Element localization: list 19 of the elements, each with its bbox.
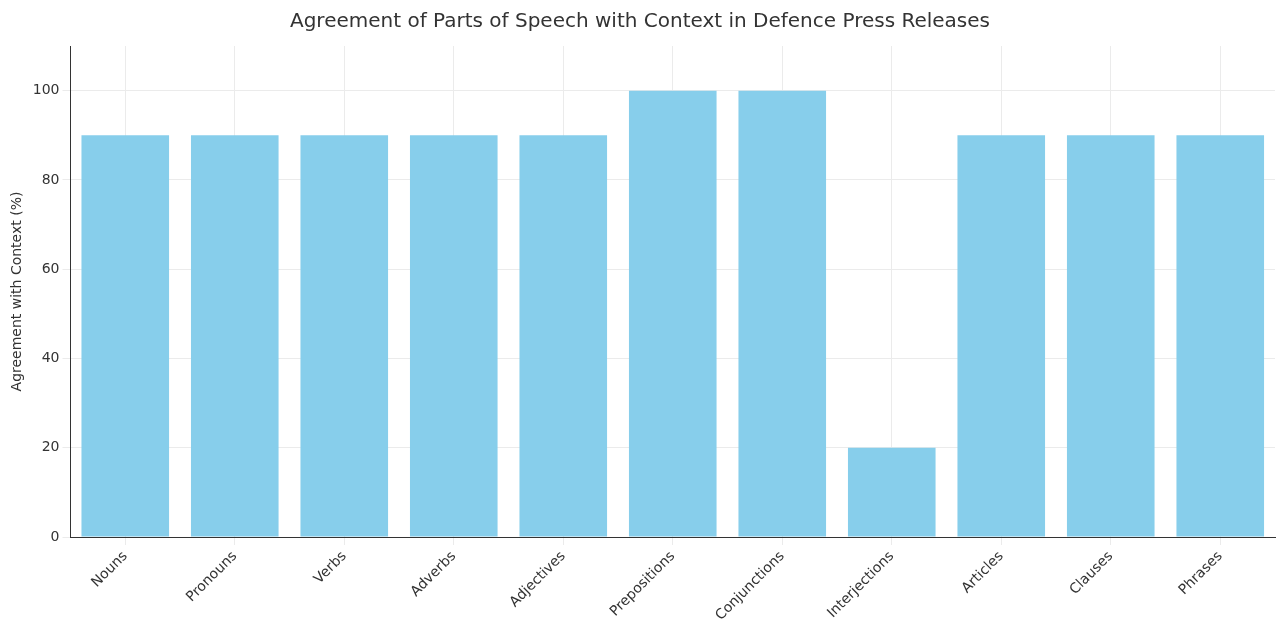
bar [1176, 135, 1265, 537]
bar [847, 447, 936, 537]
y-tick-label: 20 [41, 438, 60, 455]
y-axis-title: Agreement with Context (%) [8, 191, 25, 392]
bar [190, 135, 279, 537]
bar [81, 135, 170, 537]
bar [300, 135, 389, 537]
y-tick-label: 80 [41, 170, 60, 187]
chart-title: Agreement of Parts of Speech with Context in Defence Press Releases [289, 8, 991, 33]
y-tick-label: 60 [41, 259, 60, 276]
bar [409, 135, 498, 537]
bar [519, 135, 608, 537]
bar [738, 90, 827, 537]
y-tick-label: 40 [41, 349, 60, 366]
y-tick-label: 100 [32, 81, 60, 98]
bar [1066, 135, 1155, 537]
bar [957, 135, 1046, 537]
y-tick-label: 0 [50, 527, 60, 544]
bar [628, 90, 717, 537]
